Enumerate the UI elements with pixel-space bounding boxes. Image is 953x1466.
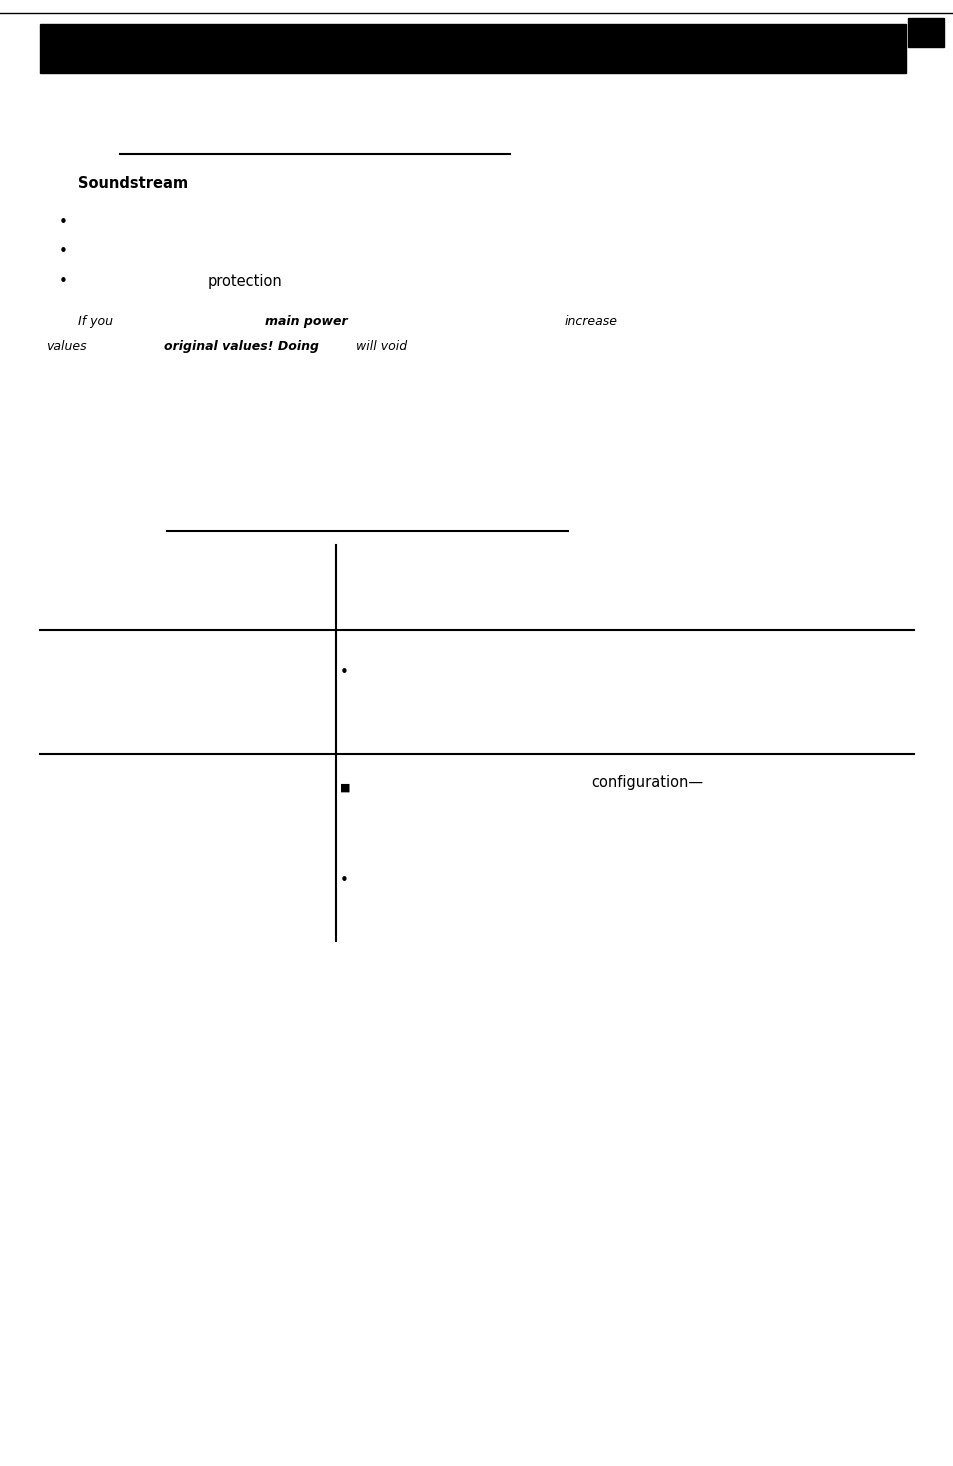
Text: main power: main power: [265, 315, 348, 328]
Text: Soundstream: Soundstream: [78, 176, 188, 191]
Text: original values! Doing: original values! Doing: [164, 340, 318, 353]
Text: ■: ■: [339, 783, 350, 793]
Text: protection: protection: [208, 274, 282, 289]
Text: •: •: [339, 666, 348, 680]
Text: •: •: [59, 274, 68, 289]
Bar: [40, 23, 905, 72]
Text: values: values: [46, 340, 87, 353]
Text: will void: will void: [355, 340, 407, 353]
Text: •: •: [59, 245, 68, 259]
Text: increase: increase: [564, 315, 618, 328]
Bar: [907, 18, 943, 47]
Text: configuration—: configuration—: [591, 776, 703, 790]
Text: •: •: [339, 874, 348, 888]
Text: •: •: [59, 216, 68, 230]
Text: If you: If you: [78, 315, 113, 328]
